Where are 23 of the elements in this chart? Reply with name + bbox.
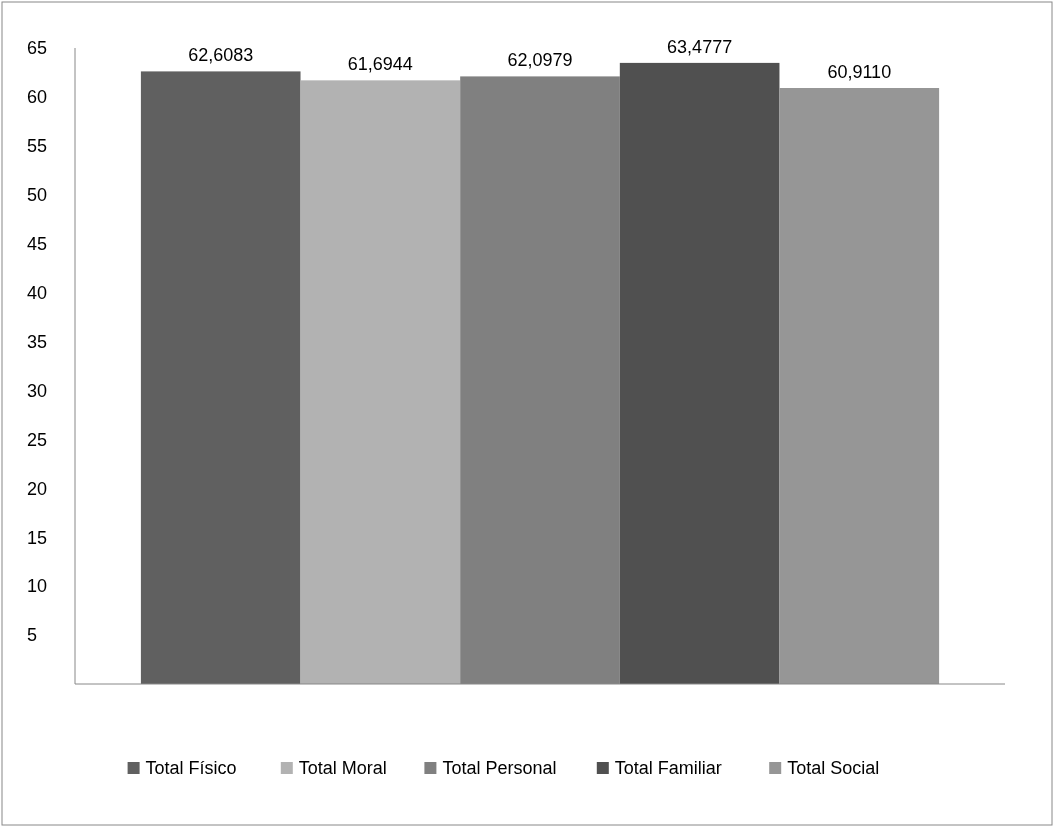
y-tick-label: 5 (27, 625, 38, 646)
y-tick-label: 45 (27, 233, 48, 254)
y-tick-label: 55 (27, 136, 48, 157)
y-tick-label: 40 (27, 282, 48, 303)
legend-label: Total Familiar (614, 758, 722, 779)
y-tick-label: 35 (27, 331, 48, 352)
data-label: 60,9110 (827, 62, 892, 83)
y-tick-label: 15 (27, 527, 48, 548)
legend-label: Total Personal (442, 758, 557, 779)
data-label: 61,6944 (347, 54, 413, 75)
legend-label: Total Físico (145, 758, 237, 779)
data-label: 62,0979 (507, 50, 573, 71)
legend-label: Total Moral (298, 758, 387, 779)
data-label: 62,6083 (188, 45, 254, 66)
data-label: 63,4777 (667, 36, 733, 57)
y-tick-label: 30 (27, 380, 48, 401)
y-tick-label: 10 (27, 576, 48, 597)
y-tick-label: 25 (27, 429, 48, 450)
y-tick-label: 65 (27, 38, 48, 59)
legend-label: Total Social (787, 758, 880, 779)
y-tick-label: 20 (27, 478, 48, 499)
y-tick-label: 50 (27, 185, 48, 206)
y-tick-label: 60 (27, 87, 48, 108)
